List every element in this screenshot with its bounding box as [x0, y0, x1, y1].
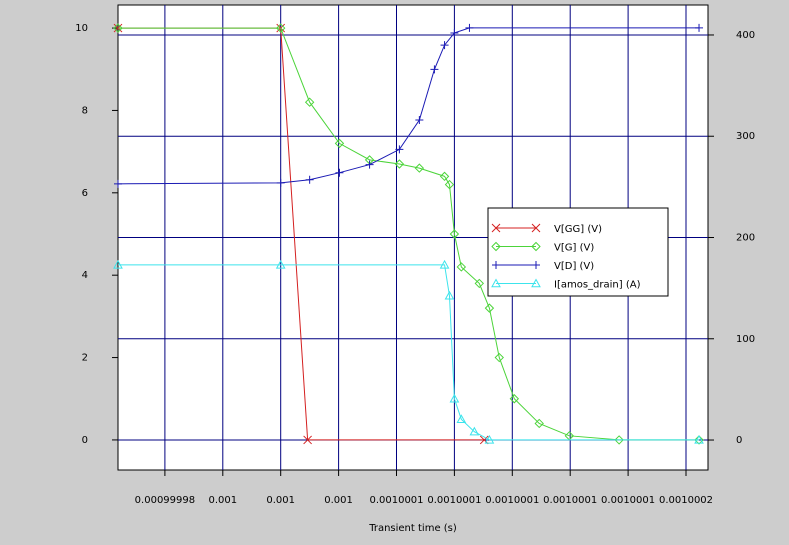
series-line [118, 27, 700, 441]
legend-marker [492, 261, 500, 269]
legend-label: I[amos_drain] (A) [554, 280, 641, 291]
marker [449, 393, 460, 403]
x-tick-label: 0.0010001 [427, 495, 481, 506]
y-tick-label: 0 [82, 435, 88, 446]
x-tick-label: 0.0010001 [543, 495, 597, 506]
y-tick-label: 8 [82, 105, 88, 116]
marker [494, 352, 504, 363]
y2-tick-label: 100 [736, 334, 755, 345]
x-tick-label: 0.0010001 [601, 495, 655, 506]
y-tick-label: 2 [82, 353, 88, 364]
marker [365, 160, 374, 169]
marker [276, 178, 285, 187]
legend-marker [531, 223, 541, 233]
series-line [117, 27, 700, 185]
marker [113, 23, 123, 33]
y2-tick-label: 400 [736, 30, 755, 41]
legend-box [487, 207, 669, 297]
marker [305, 175, 314, 184]
marker [304, 97, 315, 107]
marker [444, 179, 455, 190]
marker [479, 435, 489, 445]
legend-label: V[D] (V) [554, 261, 594, 272]
x-tick-label: 0.001 [266, 495, 295, 506]
marker [395, 145, 404, 154]
marker [114, 179, 122, 188]
marker [440, 41, 449, 50]
marker [449, 229, 460, 239]
series [113, 23, 704, 445]
marker [335, 168, 344, 177]
y-tick-label: 4 [82, 270, 88, 281]
x-tick-label: 0.0010002 [659, 495, 713, 506]
marker [275, 23, 286, 33]
legend-marker [532, 261, 540, 269]
marker [534, 418, 544, 429]
marker [614, 435, 624, 445]
series-line [118, 264, 700, 441]
marker [484, 303, 495, 313]
series [114, 23, 704, 188]
x-tick-label: 0.001 [208, 495, 237, 506]
marker [509, 394, 520, 404]
marker [450, 28, 459, 37]
y-tick-label: 10 [75, 23, 88, 34]
marker [303, 435, 312, 445]
y2-tick-label: 200 [736, 233, 755, 244]
marker [694, 434, 704, 444]
x-tick-label: 0.001 [324, 495, 353, 506]
marker [113, 259, 123, 269]
marker [456, 414, 467, 424]
x-tick-label: 0.0010001 [485, 495, 539, 506]
marker [394, 159, 405, 169]
legend-marker [531, 241, 541, 252]
x-tick-label: 0.0010001 [369, 495, 423, 506]
legend-label: V[GG] (V) [554, 224, 602, 235]
marker [414, 163, 425, 173]
legend-marker [491, 278, 501, 288]
legend-marker [491, 241, 501, 252]
x-tick-label: 0.00099998 [135, 495, 195, 506]
marker [456, 262, 467, 272]
series [113, 259, 704, 444]
marker [430, 65, 439, 74]
x-axis-label: Transient time (s) [368, 523, 457, 534]
marker [694, 435, 704, 445]
marker [444, 290, 455, 300]
legend-marker [491, 223, 501, 233]
marker [439, 259, 450, 269]
y-tick-label: 6 [82, 188, 88, 199]
y2-tick-label: 0 [736, 435, 742, 446]
marker [334, 138, 345, 149]
marker [695, 23, 704, 32]
marker [484, 434, 495, 444]
legend: V[GG] (V) V[G] (V) V[D] (V) I[amos_drain] (… [487, 207, 669, 297]
legend-marker [531, 278, 541, 288]
marker [474, 278, 485, 289]
marker [275, 259, 286, 269]
y2-tick-label: 300 [736, 131, 755, 142]
marker [439, 171, 450, 182]
marker [415, 116, 424, 125]
marker [469, 426, 480, 436]
legend-label: V[G] (V) [554, 243, 594, 254]
marker [465, 23, 474, 32]
